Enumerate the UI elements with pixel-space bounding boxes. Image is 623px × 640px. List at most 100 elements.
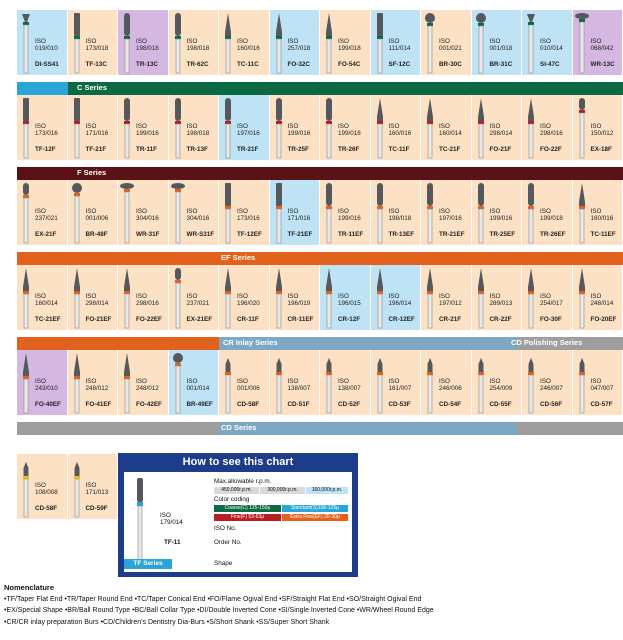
bur-order-no: CD-59F: [85, 505, 108, 512]
bur-tr-icon: [225, 98, 231, 159]
bur-br-icon: [425, 13, 435, 74]
bur-iso-label: ISO: [85, 378, 97, 385]
how-to-see-chart-panel: How to see this chart Max.allowable r.p.…: [118, 453, 358, 577]
bur-order-no: TC-21F: [439, 146, 461, 153]
series-band-accent: [17, 82, 68, 95]
bur-wr-icon: [170, 183, 185, 244]
bur-order-no: SF-12C: [388, 61, 411, 68]
bur-iso-code: 298/014: [489, 130, 513, 137]
bur-iso-label: ISO: [590, 123, 602, 130]
bur-cell: ISO 248/012 FO-42EF: [118, 350, 169, 416]
bur-cell: ISO 197/016 TR-21F: [219, 95, 270, 161]
bur-order-no: CD-54F: [439, 401, 462, 408]
rpm-chip-1: 450,000r.p.m.: [214, 487, 259, 494]
bur-cr-icon: [326, 268, 332, 329]
bur-iso-code: 001/021: [439, 45, 462, 52]
bur-order-no: CD-53F: [388, 401, 411, 408]
bur-cell: ISO 304/016 WR-31F: [118, 180, 169, 246]
bur-iso-label: ISO: [287, 123, 299, 130]
bur-iso-code: 237/021: [186, 300, 210, 307]
bur-cd-icon: [578, 358, 585, 414]
bur-iso-label: ISO: [85, 482, 97, 489]
bur-tr-icon: [528, 183, 534, 244]
bur-iso-code: 254/009: [489, 385, 513, 392]
bur-tr-icon: [275, 98, 282, 159]
bur-iso-label: ISO: [388, 38, 400, 45]
bur-iso-code: 197/016: [439, 215, 462, 222]
bur-iso-code: 001/006: [85, 215, 109, 222]
bur-order-no: FO-54C: [338, 61, 361, 68]
bur-order-no: TR-62C: [186, 61, 209, 68]
bur-iso-code: 160/014: [35, 300, 58, 307]
bur-order-no: TR-13F: [186, 146, 208, 153]
bur-cell: ISO 246/007 CD-56F: [522, 350, 573, 416]
bur-order-no: TR-11F: [136, 146, 157, 153]
bur-iso-code: 171/016: [287, 215, 311, 222]
bur-cell: ISO 257/018 FO-32C: [269, 10, 320, 76]
bur-iso-label: ISO: [35, 38, 46, 45]
bur-order-no: CD-58F: [35, 505, 58, 512]
bur-iso-code: 196/014: [388, 300, 412, 307]
bur-iso-label: ISO: [85, 38, 97, 45]
bur-cell: ISO 199/016 TR-25EF: [471, 180, 522, 246]
bur-iso-code: 108/008: [35, 489, 58, 496]
bur-iso-label: ISO: [35, 208, 46, 215]
bur-iso-label: ISO: [287, 293, 299, 300]
bur-wr-icon: [574, 13, 589, 74]
bur-br-icon: [172, 353, 183, 414]
bur-order-no: FO-21F: [489, 146, 512, 153]
bur-tr-icon: [326, 98, 332, 159]
bur-iso-label: ISO: [439, 123, 450, 130]
bur-ex-icon: [23, 183, 29, 244]
bur-cell: ISO 019/010 DI-SS41: [17, 10, 68, 76]
bur-tc-icon: [578, 183, 585, 244]
bur-fo-icon: [73, 268, 80, 329]
bur-cell: ISO 237/021 EX-21EF: [168, 265, 219, 331]
bur-iso-code: 198/018: [186, 130, 210, 137]
bur-tc-icon: [376, 98, 383, 159]
bur-ex-icon: [174, 268, 181, 329]
bur-iso-label: ISO: [136, 378, 147, 385]
rpm-chip-2: 300,000r.p.m.: [260, 487, 305, 494]
bur-order-no: TR-25EF: [489, 231, 516, 238]
bur-iso-code: 173/018: [85, 45, 109, 52]
bur-iso-code: 047/007: [590, 385, 614, 392]
bur-cell: ISO 108/008 CD-58F: [17, 454, 68, 520]
bur-fo-icon: [528, 98, 534, 159]
bur-iso-code: 304/016: [186, 215, 210, 222]
bur-cell: ISO 171/013 CD-59F: [67, 454, 118, 520]
series-band: EF Series: [17, 252, 623, 265]
bur-iso-label: ISO: [85, 293, 97, 300]
series-band-label: F Series: [77, 168, 107, 177]
bur-iso-label: ISO: [136, 293, 147, 300]
bur-fo-icon: [326, 13, 332, 74]
bur-iso-code: 160/016: [590, 215, 614, 222]
nomenclature-title: Nomenclature: [4, 583, 55, 592]
bur-cd-icon: [376, 358, 383, 414]
bur-cell: ISO 001/006 CD-58F: [219, 350, 270, 416]
bur-order-no: BR-31C: [489, 61, 513, 68]
bur-cell: ISO 173/016 TF-12EF: [219, 180, 270, 246]
bur-iso-code: 199/018: [540, 215, 563, 222]
series-band-mid: [219, 422, 517, 435]
bur-cd-icon: [477, 358, 484, 414]
bur-order-no: TR-26EF: [540, 231, 566, 238]
bur-iso-label: ISO: [237, 123, 248, 130]
bur-iso-label: ISO: [35, 293, 46, 300]
bur-cell: ISO 111/014 SF-12C: [370, 10, 421, 76]
bur-iso-label: ISO: [237, 208, 248, 215]
bur-iso-label: ISO: [186, 123, 198, 130]
bur-cell: ISO 197/016 TR-21EF: [421, 180, 472, 246]
bur-iso-code: 160/014: [439, 130, 462, 137]
bur-order-no: TC-11EF: [590, 231, 616, 238]
bur-tf-icon: [275, 183, 282, 244]
bur-iso-code: 246/007: [540, 385, 563, 392]
bur-iso-label: ISO: [338, 208, 349, 215]
bur-cell: ISO 199/016 TR-11EF: [320, 180, 371, 246]
bur-cd-icon: [528, 358, 534, 414]
bur-tr-icon: [124, 98, 130, 159]
bur-cd-icon: [23, 462, 29, 518]
bur-iso-label: ISO: [186, 38, 198, 45]
bur-iso-label: ISO: [85, 123, 97, 130]
